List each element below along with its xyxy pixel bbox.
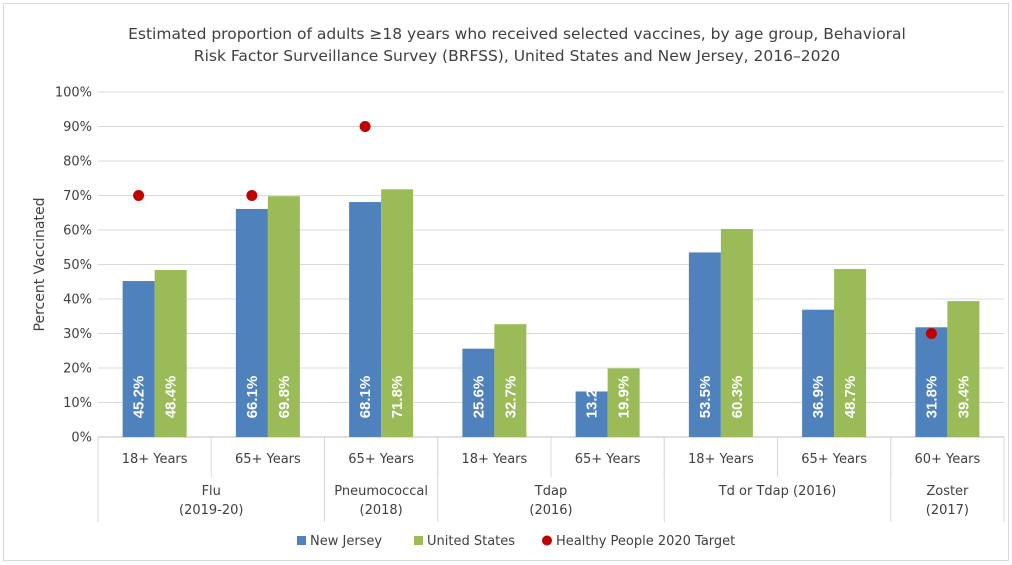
chart-title-line: Risk Factor Surveillance Survey (BRFSS),… [194,47,840,65]
bar-united-states [494,324,527,437]
legend-label: United States [427,534,515,549]
y-tick-label: 90% [63,120,92,135]
x-group-label: (2018) [360,503,403,518]
data-label: 71.8% [389,376,406,419]
y-tick-label: 60% [63,224,92,239]
x-category-label: 18+ Years [122,452,188,467]
legend-swatch-united-states [414,536,423,545]
x-group-label: Zoster [926,484,969,499]
x-category-label: 60+ Years [914,452,980,467]
x-category-label: 65+ Years [235,452,301,467]
x-category-label: 65+ Years [348,452,414,467]
x-group-label: Td or Tdap (2016) [718,484,837,499]
data-label: 66.1% [244,376,261,419]
target-marker [359,121,371,132]
legend-label: Healthy People 2020 Target [556,534,735,549]
x-group-label: (2019-20) [179,503,243,518]
bar-new-jersey [122,281,155,437]
y-tick-label: 100% [55,86,92,101]
bar-united-states [607,368,640,437]
bar-new-jersey [915,327,948,437]
bar-new-jersey [802,309,835,437]
target-marker [133,190,145,201]
data-label: 48.7% [842,376,859,419]
bar-new-jersey [688,252,721,437]
x-group-label: Tdap [534,484,567,499]
data-label: 19.9% [616,376,633,419]
y-tick-label: 10% [63,396,92,411]
target-marker [246,190,258,201]
x-category-label: 18+ Years [688,452,754,467]
target-marker [925,328,937,339]
y-tick-label: 0% [71,431,92,446]
y-axis-title: Percent Vaccinated [32,198,48,332]
legend-label: New Jersey [310,534,382,549]
legend-swatch-new-jersey [297,536,306,545]
y-tick-label: 50% [63,258,92,273]
x-group-label: (2017) [926,503,969,518]
y-tick-label: 20% [63,362,92,377]
x-group-label: (2016) [529,503,572,518]
legend-marker-target [542,535,552,546]
bar-united-states [720,228,753,437]
chart-title-line: Estimated proportion of adults ≥18 years… [128,25,906,43]
bar-new-jersey [349,202,382,437]
data-label: 69.8% [276,376,293,419]
data-label: 36.9% [810,376,827,419]
data-label: 31.8% [923,376,940,419]
y-tick-label: 40% [63,293,92,308]
data-label: 53.5% [697,376,714,419]
data-label: 60.3% [729,376,746,419]
bar-new-jersey [575,391,608,437]
data-label: 48.4% [163,376,180,419]
bar-united-states [267,196,300,437]
y-tick-label: 80% [63,155,92,170]
bar-new-jersey [235,208,268,437]
data-label: 13.2% [584,376,601,419]
data-label: 32.7% [502,376,519,419]
bar-united-states [154,270,187,437]
y-tick-label: 30% [63,327,92,342]
data-label: 68.1% [357,376,374,419]
y-tick-label: 70% [63,189,92,204]
bar-united-states [834,268,867,437]
chart-border [3,3,1009,561]
bar-new-jersey [462,348,495,437]
x-group-label: Flu [202,484,221,499]
data-label: 45.2% [131,376,148,419]
bar-united-states [381,189,414,437]
data-label: 25.6% [470,376,487,419]
x-category-label: 65+ Years [801,452,867,467]
x-category-label: 18+ Years [461,452,527,467]
x-group-label: Pneumococcal [334,484,428,499]
bar-united-states [947,301,980,437]
x-category-label: 65+ Years [575,452,641,467]
data-label: 39.4% [955,376,972,419]
